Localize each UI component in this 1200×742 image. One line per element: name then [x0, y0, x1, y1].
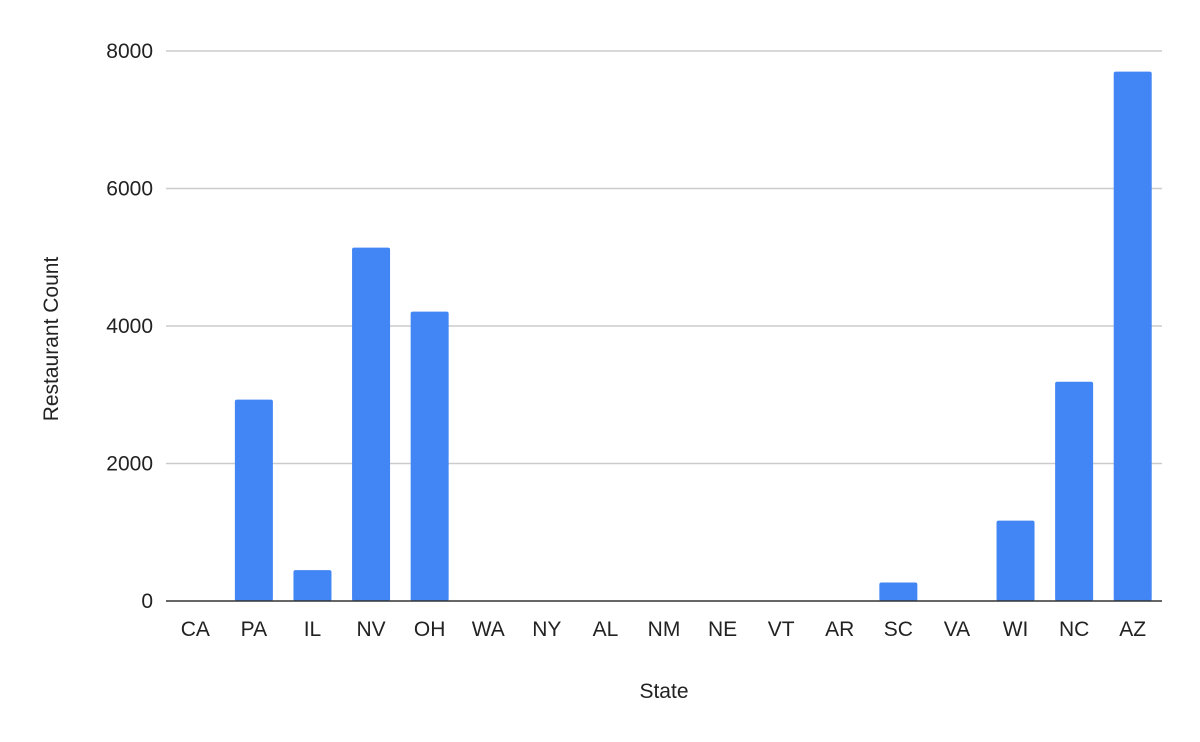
y-tick-label: 8000 — [106, 40, 153, 63]
y-tick-label: 4000 — [106, 315, 153, 338]
bar-sc — [879, 582, 918, 601]
x-tick-label: VA — [944, 618, 970, 641]
x-tick-label: VT — [768, 618, 795, 641]
bars — [176, 71, 1152, 601]
x-tick-label: NC — [1059, 618, 1089, 641]
y-tick-label: 2000 — [106, 453, 153, 476]
x-axis-title: State — [639, 680, 688, 703]
y-tick-label: 0 — [141, 590, 153, 613]
x-tick-label: NV — [356, 618, 385, 641]
x-tick-label: AR — [825, 618, 854, 641]
x-tick-label: NE — [708, 618, 737, 641]
x-tick-label: OH — [414, 618, 446, 641]
x-tick-label: SC — [884, 618, 913, 641]
bar-nc — [1055, 381, 1094, 601]
x-tick-label: WI — [1003, 618, 1029, 641]
x-tick-label: PA — [241, 618, 267, 641]
x-tick-label: CA — [181, 618, 210, 641]
bar-il — [293, 570, 332, 601]
x-tick-label: WA — [472, 618, 505, 641]
bar-oh — [410, 311, 449, 601]
y-axis-ticks: 0 2000 4000 6000 8000 — [106, 40, 153, 613]
y-axis-title: Restaurant Count — [40, 257, 63, 422]
x-tick-label: AL — [593, 618, 619, 641]
x-tick-label: IL — [304, 618, 322, 641]
bar-wi — [996, 520, 1035, 601]
x-tick-label: AZ — [1119, 618, 1146, 641]
x-axis-ticks: CA PA IL NV OH WA NY AL NM NE VT AR SC VA WI NC AZ — [181, 618, 1147, 641]
x-tick-label: NM — [648, 618, 681, 641]
gridlines — [166, 50, 1162, 465]
bar-nv — [352, 247, 391, 601]
bar-az — [1113, 71, 1152, 601]
x-tick-label: NY — [532, 618, 561, 641]
bar-pa — [234, 399, 273, 601]
y-tick-label: 6000 — [106, 178, 153, 201]
